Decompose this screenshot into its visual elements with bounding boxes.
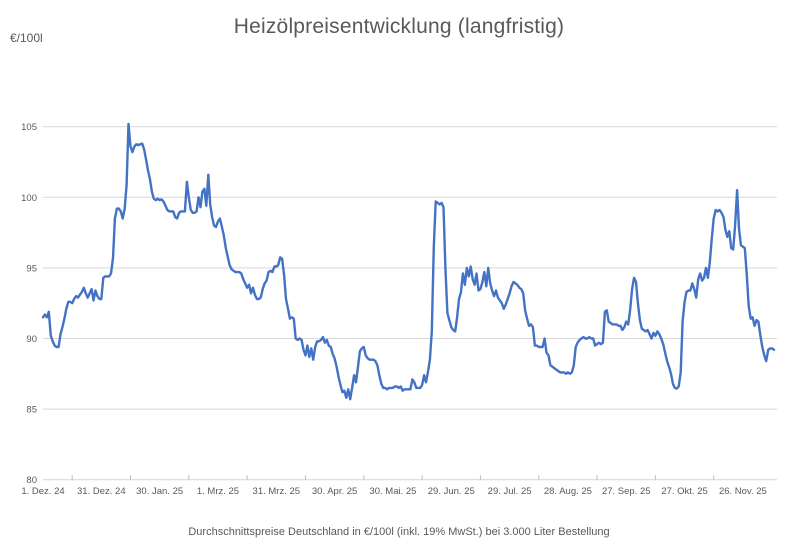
price-line [41, 122, 776, 401]
y-tick-label: 85 [26, 405, 37, 416]
y-tick-label: 95 [26, 263, 37, 274]
x-tick-label: 30. Apr. 25 [312, 486, 357, 497]
x-tick-label: 29. Jun. 25 [428, 486, 475, 497]
x-tick-label: 1. Dez. 24 [21, 486, 64, 497]
x-tick-label: 28. Aug. 25 [544, 486, 592, 497]
x-tick-label: 31. Mrz. 25 [253, 486, 301, 497]
y-axis-unit-label: €/100l [10, 31, 43, 45]
x-tick-label: 27. Okt. 25 [661, 486, 707, 497]
x-tick-label: 29. Jul. 25 [488, 486, 532, 497]
x-tick-label: 30. Jan. 25 [136, 486, 183, 497]
y-tick-label: 90 [26, 334, 37, 345]
x-tick-label: 31. Dez. 24 [77, 486, 126, 497]
x-tick-label: 27. Sep. 25 [602, 486, 651, 497]
chart-title: Heizölpreisentwicklung (langfristig) [233, 15, 565, 38]
y-tick-label: 100 [21, 193, 37, 204]
y-tick-label: 105 [21, 122, 37, 133]
x-tick-label: 1. Mrz. 25 [197, 486, 239, 497]
chart-footnote: Durchschnittspreise Deutschland in €/100… [188, 526, 610, 538]
y-tick-label: 80 [26, 475, 37, 486]
x-tick-label: 26. Nov. 25 [719, 486, 767, 497]
x-tick-label: 30. Mai. 25 [369, 486, 416, 497]
